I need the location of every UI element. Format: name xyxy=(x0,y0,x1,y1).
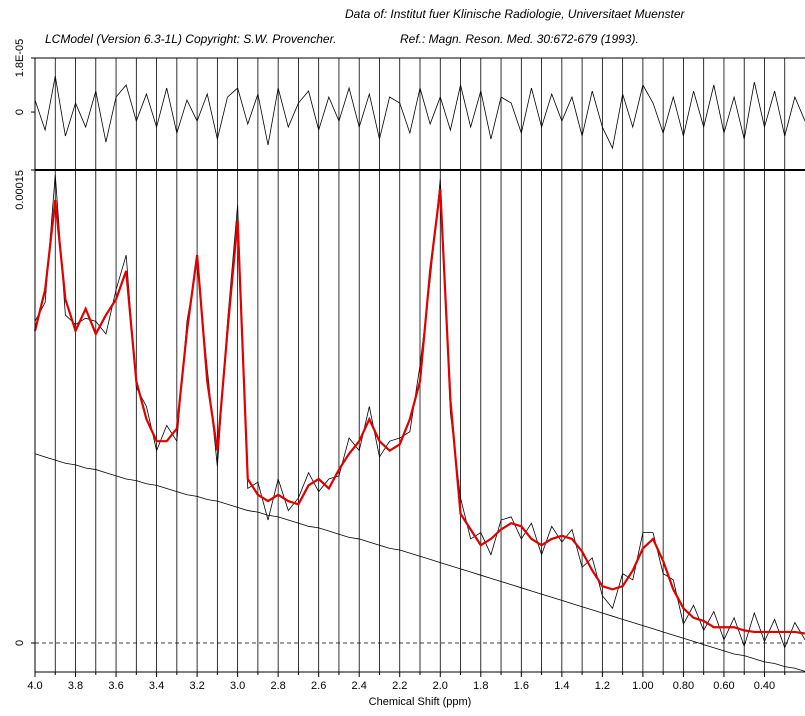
x-axis-label: Chemical Shift (ppm) xyxy=(369,696,472,708)
x-tick-label: 0.60 xyxy=(713,680,734,692)
x-tick-label: 2.8 xyxy=(271,680,286,692)
x-tick-label: 1.00 xyxy=(632,680,653,692)
x-tick-label: 3.4 xyxy=(149,680,164,692)
y-tick-label: 0 xyxy=(14,109,26,115)
y-tick-label: 1.8E-05 xyxy=(14,39,26,78)
x-tick-label: 4.0 xyxy=(27,680,42,692)
x-tick-label: 1.8 xyxy=(473,680,488,692)
x-tick-label: 3.0 xyxy=(230,680,245,692)
y-tick-label: 0.00015 xyxy=(14,170,26,210)
x-tick-label: 3.6 xyxy=(108,680,123,692)
x-tick-label: 2.0 xyxy=(433,680,448,692)
x-tick-label: 3.2 xyxy=(189,680,204,692)
x-tick-label: 1.4 xyxy=(554,680,569,692)
x-tick-label: 2.4 xyxy=(352,680,367,692)
x-tick-label: 0.80 xyxy=(673,680,694,692)
x-tick-label: 2.6 xyxy=(311,680,326,692)
reference: Ref.: Magn. Reson. Med. 30:672-679 (1993… xyxy=(400,32,639,46)
x-tick-label: 3.8 xyxy=(68,680,83,692)
x-tick-label: 2.2 xyxy=(392,680,407,692)
x-tick-label: 0.40 xyxy=(754,680,775,692)
plot-frame xyxy=(34,57,805,673)
residual-line xyxy=(34,75,805,150)
x-tick-label: 1.2 xyxy=(595,680,610,692)
spectrum-line xyxy=(33,188,805,635)
spectrum-line xyxy=(34,453,805,672)
data-source: Data of: Institut fuer Klinische Radiolo… xyxy=(345,7,686,21)
x-tick-label: 1.6 xyxy=(514,680,529,692)
y-tick-label: 0 xyxy=(14,640,26,646)
software-credit: LCModel (Version 6.3-1L) Copyright: S.W.… xyxy=(45,32,336,46)
